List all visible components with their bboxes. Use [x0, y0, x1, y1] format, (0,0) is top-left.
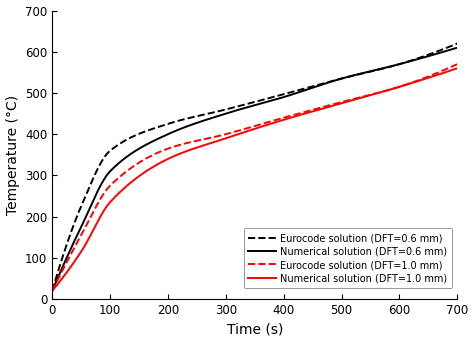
Eurocode solution (DFT=0.6 mm) [49, 289, 55, 293]
Numerical solution (DFT=0.6 mm) [49, 289, 55, 293]
Line: Eurocode solution (DFT=1.0 mm): Eurocode solution (DFT=1.0 mm) [52, 64, 457, 291]
Numerical solution (DFT=0.6 mm) [70, 242, 76, 246]
Numerical solution (DFT=0.6 mm) [368, 69, 374, 73]
Numerical solution (DFT=0.6 mm) [236, 108, 241, 112]
Eurocode solution (DFT=0.6 mm) [443, 46, 448, 50]
Legend: Eurocode solution (DFT=0.6 mm), Numerical solution (DFT=0.6 mm), Eurocode soluti: Eurocode solution (DFT=0.6 mm), Numerica… [244, 228, 453, 288]
Eurocode solution (DFT=1.0 mm) [246, 126, 252, 130]
Eurocode solution (DFT=1.0 mm) [455, 62, 460, 66]
Numerical solution (DFT=1.0 mm) [368, 93, 374, 97]
Numerical solution (DFT=0.6 mm) [443, 49, 448, 53]
X-axis label: Time (s): Time (s) [227, 323, 283, 337]
Y-axis label: Temperature (°C): Temperature (°C) [6, 95, 19, 215]
Numerical solution (DFT=1.0 mm) [236, 132, 241, 136]
Eurocode solution (DFT=1.0 mm) [49, 289, 55, 293]
Eurocode solution (DFT=1.0 mm) [443, 67, 448, 71]
Eurocode solution (DFT=0.6 mm) [443, 46, 448, 50]
Numerical solution (DFT=0.6 mm) [246, 105, 252, 109]
Numerical solution (DFT=0.6 mm) [455, 45, 460, 50]
Eurocode solution (DFT=1.0 mm) [368, 93, 374, 97]
Numerical solution (DFT=1.0 mm) [49, 289, 55, 293]
Numerical solution (DFT=1.0 mm) [246, 129, 252, 133]
Eurocode solution (DFT=1.0 mm) [236, 129, 241, 133]
Numerical solution (DFT=1.0 mm) [455, 66, 460, 70]
Eurocode solution (DFT=0.6 mm) [70, 225, 76, 229]
Eurocode solution (DFT=1.0 mm) [70, 248, 76, 252]
Eurocode solution (DFT=0.6 mm) [455, 41, 460, 45]
Eurocode solution (DFT=0.6 mm) [236, 104, 241, 108]
Line: Numerical solution (DFT=1.0 mm): Numerical solution (DFT=1.0 mm) [52, 68, 457, 291]
Eurocode solution (DFT=0.6 mm) [246, 101, 252, 105]
Numerical solution (DFT=1.0 mm) [443, 70, 448, 74]
Line: Eurocode solution (DFT=0.6 mm): Eurocode solution (DFT=0.6 mm) [52, 43, 457, 291]
Numerical solution (DFT=0.6 mm) [443, 49, 448, 53]
Eurocode solution (DFT=0.6 mm) [368, 69, 374, 74]
Numerical solution (DFT=1.0 mm) [70, 262, 76, 266]
Numerical solution (DFT=1.0 mm) [443, 70, 448, 74]
Line: Numerical solution (DFT=0.6 mm): Numerical solution (DFT=0.6 mm) [52, 48, 457, 291]
Eurocode solution (DFT=1.0 mm) [443, 67, 448, 71]
